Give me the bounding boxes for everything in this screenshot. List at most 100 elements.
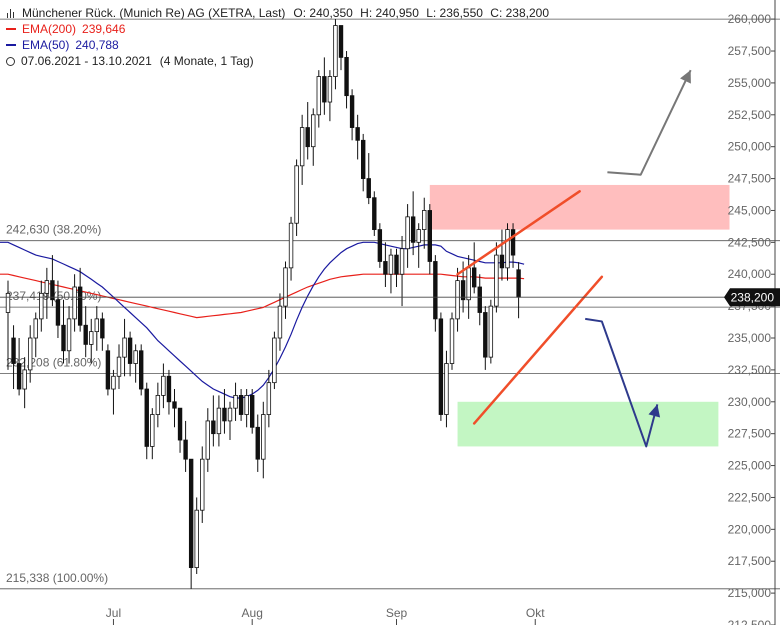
candle-body bbox=[134, 351, 138, 364]
candle bbox=[445, 351, 449, 428]
candle-body bbox=[73, 287, 77, 319]
fib-label: 215,338 (100.00%) bbox=[6, 571, 108, 585]
candle bbox=[500, 230, 504, 281]
candle-body bbox=[278, 306, 282, 338]
candle-body bbox=[295, 166, 299, 223]
y-tick-label: 222,500 bbox=[728, 490, 772, 504]
candle-body bbox=[156, 395, 160, 414]
candle bbox=[128, 332, 132, 377]
y-tick-label: 247,500 bbox=[728, 172, 772, 186]
candle bbox=[328, 70, 332, 121]
last-price-label: 238,200 bbox=[731, 291, 775, 305]
candle bbox=[278, 293, 282, 350]
candle bbox=[256, 415, 260, 472]
candle bbox=[511, 223, 515, 268]
candle-body bbox=[273, 338, 277, 383]
candle bbox=[62, 300, 66, 364]
y-tick-label: 212,500 bbox=[728, 618, 772, 625]
ema50-label: EMA(50) bbox=[22, 37, 69, 53]
candle bbox=[184, 421, 188, 472]
low-value: L: 236,550 bbox=[426, 6, 483, 20]
open-value: O: 240,350 bbox=[293, 6, 352, 20]
candle-body bbox=[28, 338, 32, 370]
bar-chart-icon bbox=[6, 8, 16, 18]
candle bbox=[478, 274, 482, 325]
candles-layer bbox=[6, 19, 520, 589]
candle-body bbox=[189, 459, 193, 567]
candle-body bbox=[328, 77, 332, 103]
y-tick-label: 225,000 bbox=[728, 459, 772, 473]
candle-body bbox=[106, 351, 110, 389]
candle-body bbox=[317, 77, 321, 115]
candle bbox=[428, 204, 432, 274]
candle-body bbox=[484, 313, 488, 358]
y-tick-label: 260,000 bbox=[728, 12, 772, 26]
candle bbox=[517, 262, 521, 318]
candle bbox=[228, 402, 232, 440]
candle-body bbox=[12, 338, 16, 364]
y-tick-label: 227,500 bbox=[728, 427, 772, 441]
candle bbox=[439, 313, 443, 421]
candle bbox=[34, 313, 38, 358]
bull-projection-path bbox=[607, 70, 690, 175]
candle bbox=[450, 313, 454, 370]
candle-body bbox=[489, 306, 493, 357]
candle bbox=[156, 383, 160, 428]
candle-body bbox=[212, 421, 216, 434]
candle-body bbox=[395, 255, 399, 274]
candle-body bbox=[422, 210, 426, 229]
candle bbox=[151, 408, 155, 459]
candle-body bbox=[300, 128, 304, 166]
candle bbox=[506, 223, 510, 280]
ohlc-values: O: 240,350 H: 240,950 L: 236,550 C: 238,… bbox=[293, 5, 553, 21]
candle-body bbox=[34, 319, 38, 338]
annotations-layer bbox=[458, 70, 691, 446]
candle-body bbox=[350, 96, 354, 128]
candle bbox=[167, 370, 171, 415]
candle bbox=[173, 389, 177, 427]
candle-body bbox=[306, 128, 310, 147]
candle bbox=[262, 402, 266, 479]
instrument-title: Münchener Rück. (Munich Re) AG (XETRA, L… bbox=[22, 5, 285, 21]
y-tick-label: 250,000 bbox=[728, 140, 772, 154]
close-value: C: 238,200 bbox=[490, 6, 549, 20]
candle-body bbox=[101, 319, 105, 338]
y-tick-label: 240,000 bbox=[728, 267, 772, 281]
candle-body bbox=[434, 261, 438, 318]
clock-icon bbox=[6, 57, 15, 66]
candle bbox=[367, 153, 371, 204]
candle-body bbox=[239, 395, 243, 414]
candle-body bbox=[289, 223, 293, 268]
candle-body bbox=[406, 217, 410, 249]
candle bbox=[317, 70, 321, 127]
y-tick-label: 215,000 bbox=[728, 586, 772, 600]
candle-body bbox=[128, 338, 132, 364]
candle-body bbox=[84, 325, 88, 344]
candle bbox=[306, 102, 310, 159]
candle-body bbox=[511, 230, 515, 256]
candle bbox=[239, 389, 243, 421]
y-tick-label: 255,000 bbox=[728, 76, 772, 90]
candle-body bbox=[95, 319, 99, 332]
candle bbox=[217, 395, 221, 446]
candle-body bbox=[234, 395, 238, 408]
y-tick-label: 230,000 bbox=[728, 395, 772, 409]
candle-body bbox=[284, 268, 288, 306]
candle bbox=[106, 344, 110, 395]
candle bbox=[123, 319, 127, 376]
legend-ema200: EMA(200) 239,646 bbox=[6, 21, 553, 37]
candle-body bbox=[23, 370, 27, 389]
candle-body bbox=[323, 77, 327, 103]
candle bbox=[195, 497, 199, 574]
candle bbox=[273, 332, 277, 389]
last-price-tag: 238,200 bbox=[0, 288, 780, 306]
fib-label: 242,630 (38.20%) bbox=[6, 223, 101, 237]
candle bbox=[406, 204, 410, 268]
candle bbox=[73, 274, 77, 331]
candle bbox=[250, 389, 254, 434]
date-range: 07.06.2021 - 13.10.2021 bbox=[21, 53, 152, 69]
ema50-value: 240,788 bbox=[75, 37, 118, 53]
candle bbox=[28, 325, 32, 382]
candle-body bbox=[467, 268, 471, 300]
